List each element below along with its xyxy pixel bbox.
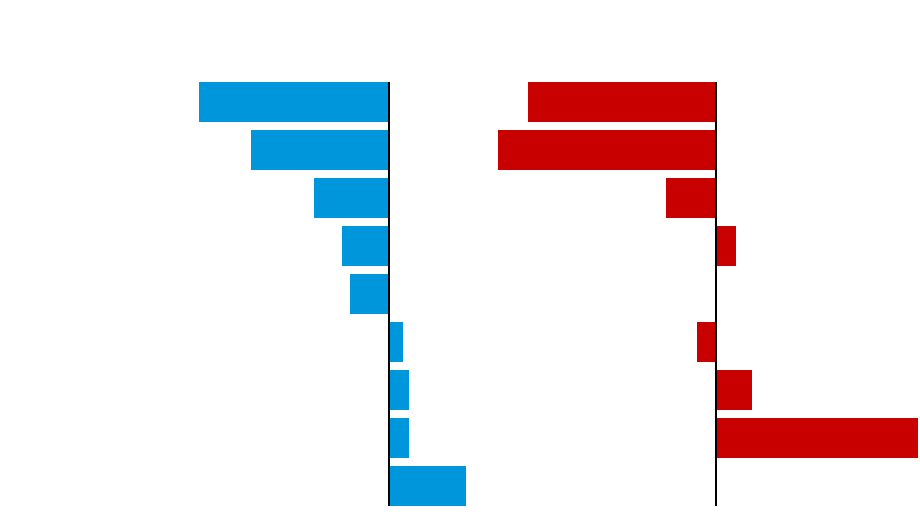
bar bbox=[389, 466, 466, 506]
bar bbox=[389, 418, 409, 458]
bar bbox=[389, 322, 403, 362]
bar bbox=[716, 418, 918, 458]
bar bbox=[716, 370, 752, 410]
bar bbox=[199, 82, 389, 122]
bar bbox=[528, 82, 716, 122]
bar bbox=[251, 130, 389, 170]
bar bbox=[350, 274, 389, 314]
bar bbox=[666, 178, 716, 218]
bar bbox=[498, 130, 716, 170]
bar bbox=[389, 370, 409, 410]
bar bbox=[716, 226, 736, 266]
bar bbox=[342, 226, 389, 266]
bar bbox=[697, 322, 716, 362]
bar bbox=[314, 178, 389, 218]
